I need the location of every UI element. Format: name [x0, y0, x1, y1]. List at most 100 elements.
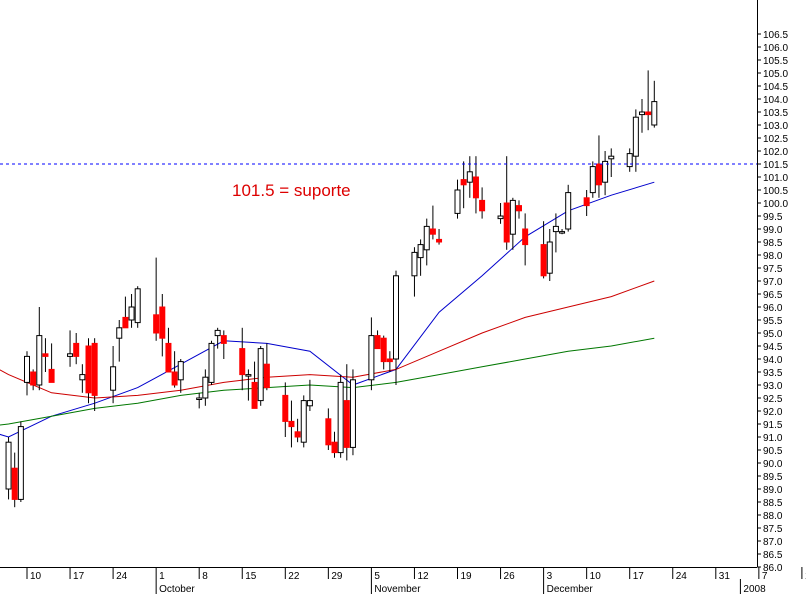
candle-up [135, 289, 140, 323]
candle-down [480, 200, 485, 210]
candle-down [332, 442, 337, 452]
candle-down [430, 229, 435, 234]
candle-up [418, 245, 423, 258]
candle-up [178, 362, 183, 380]
y-tick-label: 93.0 [763, 381, 783, 392]
x-tick-label: 24 [116, 571, 128, 582]
y-tick-label: 98.0 [763, 251, 783, 262]
y-tick-label: 99.0 [763, 225, 783, 236]
x-tick-label: 7 [762, 571, 768, 582]
y-tick-label: 102.0 [763, 147, 788, 158]
candle-up [25, 356, 30, 382]
candle-down [523, 229, 528, 245]
x-tick-label: 12 [417, 571, 429, 582]
candle-up [203, 377, 208, 398]
candle-up [301, 401, 306, 443]
candle-down [584, 198, 589, 206]
month-label: December [547, 584, 594, 595]
candle-up [117, 328, 122, 338]
candle-up [394, 276, 399, 359]
y-tick-label: 95.0 [763, 329, 783, 340]
candle-up [547, 242, 552, 273]
candle-up [566, 193, 571, 229]
candle-down [283, 395, 288, 421]
candle-up [338, 382, 343, 452]
y-tick-label: 97.0 [763, 277, 783, 288]
candle-down [92, 343, 97, 395]
candle-down [344, 401, 349, 448]
month-label: October [159, 584, 195, 595]
candle-up [80, 375, 85, 380]
y-tick-label: 106.0 [763, 43, 788, 54]
y-tick-label: 103.0 [763, 121, 788, 132]
candle-up [111, 367, 116, 390]
candle-up [553, 226, 558, 231]
month-label: November [374, 584, 421, 595]
y-tick-label: 89.5 [763, 472, 783, 483]
candle-up [627, 154, 632, 167]
candle-down [123, 317, 128, 327]
y-tick-label: 90.0 [763, 459, 783, 470]
y-tick-label: 103.5 [763, 108, 788, 119]
x-tick-label: 19 [461, 571, 473, 582]
x-tick-label: 31 [719, 571, 731, 582]
y-tick-label: 87.0 [763, 537, 783, 548]
candle-up [37, 336, 42, 385]
candle-up [560, 232, 565, 234]
x-tick-label: 22 [288, 571, 300, 582]
candle-down [49, 369, 54, 382]
candle-down [375, 336, 380, 349]
x-tick-label: 10 [590, 571, 602, 582]
candle-down [289, 421, 294, 426]
candle-up [18, 427, 23, 500]
y-tick-label: 91.0 [763, 433, 783, 444]
y-tick-label: 101.0 [763, 173, 788, 184]
y-tick-label: 94.0 [763, 355, 783, 366]
candle-down [326, 419, 331, 445]
candle-down [31, 372, 36, 385]
y-tick-label: 104.0 [763, 95, 788, 106]
candle-down [43, 354, 48, 357]
candle-up [209, 343, 214, 382]
candle-down [12, 468, 17, 499]
y-tick-label: 100.0 [763, 199, 788, 210]
candle-up [129, 307, 134, 320]
y-tick-label: 88.5 [763, 498, 783, 509]
y-tick-label: 105.5 [763, 56, 788, 67]
candle-down [154, 315, 159, 333]
y-tick-label: 100.5 [763, 186, 788, 197]
candle-down [295, 432, 300, 437]
x-tick-label: 26 [504, 571, 516, 582]
y-tick-label: 99.5 [763, 212, 783, 223]
candle-down [387, 359, 392, 362]
x-tick-label: 17 [633, 571, 645, 582]
candle-up [369, 336, 374, 380]
y-tick-label: 94.5 [763, 342, 783, 353]
candle-down [221, 336, 226, 344]
candle-down [160, 307, 165, 338]
y-tick-label: 102.5 [763, 134, 788, 145]
candle-down [166, 343, 171, 372]
candle-down [646, 112, 651, 115]
x-tick-label: 5 [374, 571, 380, 582]
y-tick-label: 97.5 [763, 264, 783, 275]
y-tick-label: 92.0 [763, 407, 783, 418]
candle-up [6, 442, 11, 489]
candle-down [596, 164, 601, 185]
x-tick-label: 15 [245, 571, 257, 582]
y-tick-label: 101.5 [763, 160, 788, 171]
y-tick-label: 105.0 [763, 69, 788, 80]
y-tick-label: 104.5 [763, 82, 788, 93]
y-tick-label: 89.0 [763, 485, 783, 496]
candle-up [424, 226, 429, 249]
candle-up [633, 117, 638, 156]
candle-up [652, 102, 657, 125]
candle-down [86, 346, 91, 393]
candle-up [350, 380, 355, 448]
y-tick-label: 86.5 [763, 550, 783, 561]
y-tick-label: 91.5 [763, 420, 783, 431]
candle-down [473, 177, 478, 198]
candle-up [603, 161, 608, 182]
